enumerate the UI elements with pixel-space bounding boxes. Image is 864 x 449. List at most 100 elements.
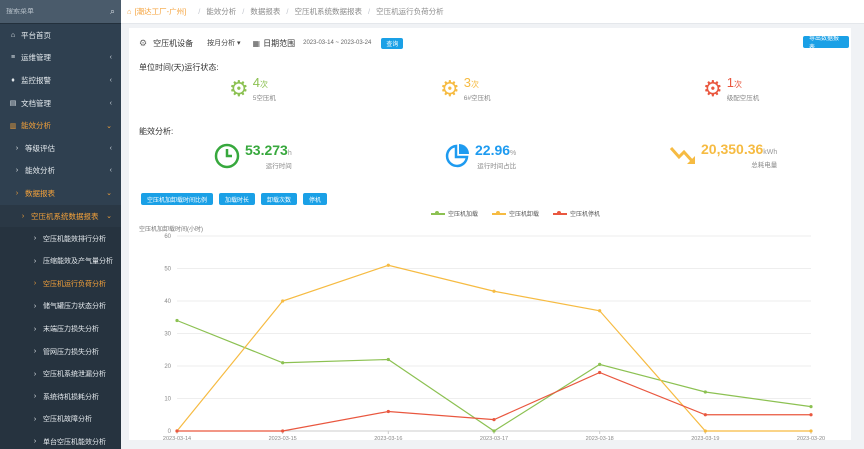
- sidebar-item-label: 等级评估: [25, 143, 55, 153]
- menu-item-icon: ›: [33, 415, 37, 423]
- stop-button[interactable]: 停机: [303, 193, 328, 205]
- metric-unit: h: [287, 149, 292, 157]
- sidebar-item[interactable]: ⌂ 平台首页: [0, 24, 121, 47]
- sidebar-item-label: 平台首页: [21, 30, 51, 40]
- x-tick-label: 2023-03-16: [374, 436, 402, 440]
- sidebar-item-label: 能效分析: [21, 121, 51, 131]
- unload-count-button[interactable]: 卸载次数: [261, 193, 298, 205]
- sidebar-item[interactable]: › 空压机系统泄漏分析: [0, 362, 121, 386]
- sidebar-item-label: 运维管理: [21, 53, 51, 63]
- sidebar-item-label: 能效分析: [25, 166, 55, 176]
- legend-item[interactable]: 空压机停机: [553, 209, 600, 218]
- metric-energy: 20,350.36kWh 总耗电量: [669, 142, 777, 169]
- metric-desc: 运行时间占比: [477, 162, 517, 170]
- sidebar-item[interactable]: › 能效分析 ‹: [0, 160, 121, 183]
- sidebar-item[interactable]: ▥ 能效分析 ⌄: [0, 114, 121, 137]
- date-range-input[interactable]: 2023-03-14 ~ 2023-03-24: [303, 40, 372, 46]
- sidebar-item[interactable]: › 系统待机损耗分析: [0, 385, 121, 409]
- chevron-icon: ‹: [109, 76, 112, 84]
- settings-gear-icon: ⚙: [139, 37, 148, 48]
- load-unload-ratio-button[interactable]: 空压机加卸载时间比例: [141, 193, 214, 205]
- x-tick-label: 2023-03-19: [691, 436, 719, 440]
- data-point: [492, 418, 496, 422]
- calendar-icon: ▦: [252, 38, 261, 48]
- legend-item[interactable]: 空压机卸载: [492, 209, 539, 218]
- kpi-unit: 次: [470, 80, 479, 89]
- menu-item-icon: ▥: [9, 122, 17, 130]
- load-unload-line-chart: 0 10 20 30 40 50 60 2023-03-14 2023-03-15 2023-03…: [163, 234, 825, 440]
- kpi-unit: 次: [259, 80, 268, 89]
- data-point: [386, 357, 390, 362]
- sidebar-item[interactable]: ♦ 监控报警 ‹: [0, 69, 121, 92]
- sidebar-item[interactable]: › 等级评估 ‹: [0, 137, 121, 160]
- breadcrumb-customer[interactable]: [潮达工厂-广州]: [134, 7, 187, 16]
- query-button[interactable]: 查询: [381, 37, 404, 49]
- breadcrumb-item[interactable]: 空压机系统数据报表: [294, 7, 362, 16]
- sidebar-item[interactable]: › 空压机故障分析: [0, 408, 121, 431]
- sidebar-item-label: 末端压力损失分析: [43, 326, 99, 334]
- sidebar-item[interactable]: ▤ 文档管理 ‹: [0, 92, 121, 115]
- device-select[interactable]: 空压机设备: [153, 38, 194, 48]
- chart-toggle-buttons: 空压机加卸载时间比例 加载时长 卸载次数 停机: [141, 193, 328, 205]
- sidebar-item-label: 管网压力损失分析: [43, 348, 99, 356]
- metric-runtime: 53.273h 运行时间: [213, 142, 292, 170]
- menu-search-input[interactable]: [6, 8, 110, 15]
- status-kpi: ⚙ 4次 5空压机: [229, 76, 276, 102]
- menu-item-icon: ▤: [9, 100, 17, 108]
- menu-item-icon: ›: [21, 212, 25, 220]
- legend-item[interactable]: 空压机加载: [431, 209, 478, 218]
- menu-item-icon: ›: [33, 348, 37, 356]
- home-icon[interactable]: ⌂: [127, 7, 132, 16]
- search-icon[interactable]: ⌕: [109, 6, 115, 16]
- metric-number: 20,350.36: [701, 141, 764, 157]
- sidebar-item-label: 系统待机损耗分析: [43, 393, 99, 401]
- sidebar-item-label: 文档管理: [21, 98, 51, 108]
- sidebar-item[interactable]: › 空压机系统数据报表 ⌄: [0, 204, 121, 228]
- load-duration-button[interactable]: 加载时长: [219, 193, 256, 205]
- sidebar-item[interactable]: › 数据报表 ⌄: [0, 182, 121, 205]
- menu-item-icon: ♦: [11, 76, 15, 84]
- sidebar-item-label: 单台空压机能效分析: [43, 438, 106, 446]
- mode-select[interactable]: 按月分析 ▾: [207, 40, 241, 47]
- status-kpi-desc: 5空压机: [252, 95, 276, 102]
- status-section-title: 单位时间(天)运行状态:: [139, 63, 219, 72]
- status-kpi: ⚙ 1次 级配空压机: [703, 76, 759, 102]
- sidebar-item[interactable]: › 储气罐压力状态分析: [0, 295, 121, 318]
- x-tick-label: 2023-03-15: [269, 436, 297, 440]
- pie-chart-icon: [445, 144, 469, 168]
- breadcrumb-item-current: 空压机运行负荷分析: [376, 7, 444, 16]
- data-point: [703, 429, 707, 433]
- breadcrumb-item[interactable]: 数据报表: [250, 7, 281, 16]
- gear-icon: ⚙: [440, 76, 460, 101]
- trend-down-icon: [669, 146, 695, 164]
- menu-item-icon: ›: [33, 370, 37, 378]
- status-kpi-desc: 6#空压机: [463, 95, 491, 102]
- sidebar-item-label: 空压机运行负荷分析: [43, 280, 106, 288]
- sidebar-item-label: 空压机系统泄漏分析: [43, 371, 106, 379]
- data-point: [281, 299, 285, 303]
- breadcrumb-item[interactable]: 能效分析: [206, 7, 237, 16]
- menu-item-icon: ›: [33, 257, 37, 265]
- sidebar-item[interactable]: › 管网压力损失分析: [0, 340, 121, 363]
- sidebar-item[interactable]: › 空压机运行负荷分析: [0, 272, 121, 296]
- data-point: [598, 370, 602, 375]
- sidebar-item-label: 空压机系统数据报表: [31, 211, 99, 221]
- chart-y-axis-label: 空压机加卸载时间(小时): [139, 227, 203, 233]
- breadcrumb: ⌂ [潮达工厂-广州] / 能效分析 / 数据报表 / 空压机系统数据报表 / …: [121, 0, 864, 24]
- metric-desc: 运行时间: [265, 162, 292, 170]
- gear-icon: ⚙: [703, 76, 723, 101]
- x-tick-label: 2023-03-14: [163, 436, 191, 440]
- sidebar-item[interactable]: ≡ 运维管理 ‹: [0, 47, 121, 70]
- sidebar-item[interactable]: › 压缩能效及产气量分析: [0, 249, 121, 273]
- sidebar-item[interactable]: › 单台空压机能效分析: [0, 430, 121, 449]
- menu-item-icon: ›: [33, 235, 37, 243]
- sidebar-item[interactable]: › 末端压力损失分析: [0, 317, 121, 341]
- y-tick-label: 60: [164, 234, 171, 240]
- status-kpi-value: 1次: [727, 76, 760, 89]
- export-report-button[interactable]: 导出数据报表: [803, 36, 849, 51]
- chevron-icon: ⌄: [106, 190, 112, 198]
- y-tick-label: 20: [164, 364, 171, 370]
- sidebar-item-label: 储气罐压力状态分析: [43, 303, 106, 311]
- gear-icon: ⚙: [229, 76, 249, 101]
- sidebar-item[interactable]: › 空压机能效排行分析: [0, 227, 121, 250]
